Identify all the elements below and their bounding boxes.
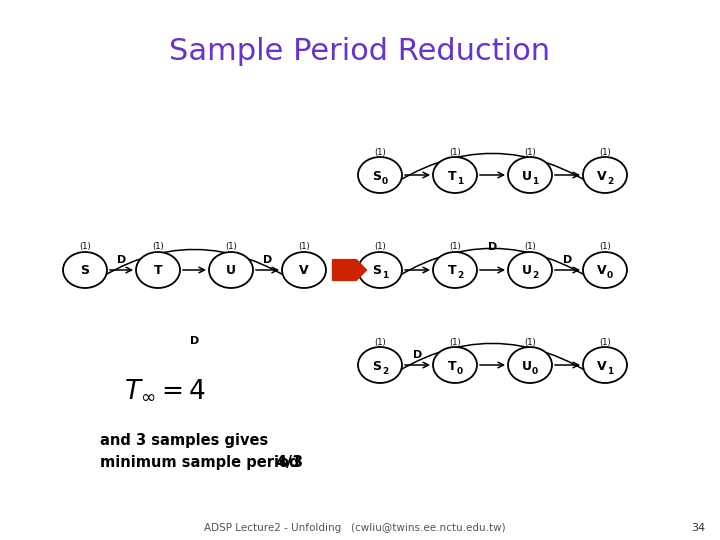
Text: minimum sample period: minimum sample period	[100, 455, 305, 469]
Ellipse shape	[583, 252, 627, 288]
Text: 0: 0	[607, 272, 613, 280]
Text: D: D	[117, 255, 126, 265]
Text: 2: 2	[457, 272, 463, 280]
Text: (1): (1)	[524, 338, 536, 347]
Ellipse shape	[433, 252, 477, 288]
Text: V: V	[597, 265, 607, 278]
Text: $T_{\infty} = 4$: $T_{\infty} = 4$	[124, 377, 206, 402]
Text: (1): (1)	[599, 242, 611, 252]
Text: (1): (1)	[374, 242, 386, 252]
Ellipse shape	[136, 252, 180, 288]
Text: and 3 samples gives: and 3 samples gives	[100, 433, 269, 448]
Ellipse shape	[433, 347, 477, 383]
Text: 34: 34	[691, 523, 705, 533]
Ellipse shape	[358, 252, 402, 288]
Text: T: T	[153, 265, 162, 278]
Text: U: U	[522, 360, 532, 373]
Text: (1): (1)	[524, 242, 536, 252]
Text: 4/3: 4/3	[275, 455, 303, 469]
Ellipse shape	[358, 157, 402, 193]
Text: 2: 2	[607, 177, 613, 186]
Text: (1): (1)	[524, 147, 536, 157]
Text: 0: 0	[457, 367, 463, 375]
Text: (1): (1)	[449, 147, 461, 157]
Text: 1: 1	[532, 177, 538, 186]
Ellipse shape	[63, 252, 107, 288]
Text: 2: 2	[532, 272, 538, 280]
Text: 2: 2	[382, 367, 388, 375]
Text: D: D	[563, 255, 572, 265]
Text: (1): (1)	[374, 147, 386, 157]
Text: V: V	[597, 360, 607, 373]
Text: (1): (1)	[599, 338, 611, 347]
Text: T: T	[448, 360, 456, 373]
Text: (1): (1)	[298, 242, 310, 252]
Text: T: T	[448, 170, 456, 183]
Text: U: U	[522, 170, 532, 183]
Text: T: T	[448, 265, 456, 278]
Ellipse shape	[209, 252, 253, 288]
Text: D: D	[488, 242, 497, 252]
Text: (1): (1)	[152, 242, 164, 252]
Text: Sample Period Reduction: Sample Period Reduction	[169, 37, 551, 66]
Ellipse shape	[358, 347, 402, 383]
Ellipse shape	[583, 347, 627, 383]
Text: S: S	[372, 170, 382, 183]
Text: D: D	[413, 350, 422, 360]
Ellipse shape	[508, 252, 552, 288]
Text: (1): (1)	[449, 242, 461, 252]
Text: U: U	[522, 265, 532, 278]
Ellipse shape	[282, 252, 326, 288]
Ellipse shape	[508, 347, 552, 383]
Text: S: S	[372, 360, 382, 373]
Text: V: V	[300, 265, 309, 278]
Ellipse shape	[508, 157, 552, 193]
Ellipse shape	[433, 157, 477, 193]
Text: 1: 1	[607, 367, 613, 375]
Text: (1): (1)	[599, 147, 611, 157]
Text: 0: 0	[532, 367, 538, 375]
Text: (1): (1)	[79, 242, 91, 252]
Text: S: S	[372, 265, 382, 278]
Polygon shape	[333, 260, 366, 280]
Text: ADSP Lecture2 - Unfolding   (cwliu@twins.ee.nctu.edu.tw): ADSP Lecture2 - Unfolding (cwliu@twins.e…	[204, 523, 506, 533]
Text: (1): (1)	[225, 242, 237, 252]
Ellipse shape	[583, 157, 627, 193]
Text: 1: 1	[382, 272, 388, 280]
Text: (1): (1)	[449, 338, 461, 347]
Text: 0: 0	[382, 177, 388, 186]
Text: U: U	[226, 265, 236, 278]
Text: (1): (1)	[374, 338, 386, 347]
Text: S: S	[81, 265, 89, 278]
Text: 1: 1	[457, 177, 463, 186]
Text: V: V	[597, 170, 607, 183]
Text: D: D	[190, 336, 199, 346]
Text: D: D	[263, 255, 272, 265]
